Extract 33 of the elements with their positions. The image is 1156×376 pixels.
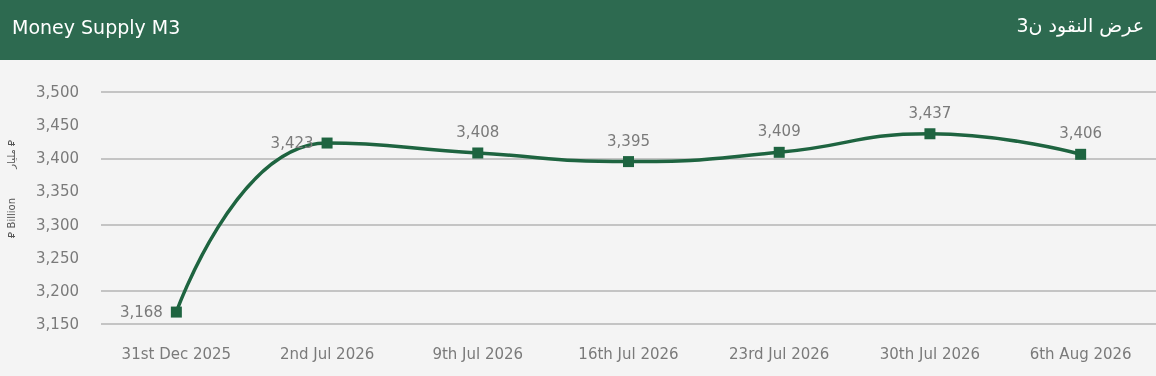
data-label: 3,437 [908, 103, 952, 122]
x-tick-label: 16th Jul 2026 [578, 344, 679, 363]
data-label: 3,423 [270, 134, 314, 153]
y-tick-label: 3,250 [36, 248, 79, 267]
y-axis-title: ⃁ Billion [5, 198, 17, 238]
y-tick-label: 3,350 [36, 182, 79, 201]
point [1075, 148, 1087, 160]
data-label: 3,168 [119, 303, 163, 322]
data-label: 3,406 [1059, 124, 1103, 143]
point [170, 306, 182, 318]
data-label: 3,409 [757, 122, 801, 141]
point [472, 147, 484, 159]
x-tick-label: 30th Jul 2026 [879, 344, 981, 363]
data-label: 3,395 [607, 131, 650, 150]
x-tick-label: 2nd Jul 2026 [279, 344, 375, 363]
x-tick-label: 31st Dec 2025 [121, 344, 232, 363]
point [773, 146, 785, 158]
data-label: 3,408 [456, 122, 500, 141]
point [623, 156, 634, 168]
chart-subtitle: عرض النقود ن3 [1016, 14, 1144, 36]
x-tick-label: 6th Aug 2026 [1029, 344, 1132, 363]
y-tick-label: 3,400 [36, 149, 79, 168]
chart-title: Money Supply M3 [12, 16, 181, 38]
x-tick-label: 23rd Jul 2026 [729, 344, 830, 363]
y-tick-label: 3,150 [36, 315, 79, 333]
y-tick-label: 3,300 [36, 215, 79, 234]
text: مليار ⃁ [5, 139, 17, 170]
y-tick-label: 3,450 [36, 116, 79, 135]
y-tick-label: 3,200 [36, 281, 79, 300]
point [321, 137, 333, 149]
x-tick-label: 9th Jul 2026 [432, 344, 524, 363]
y-tick-label: 3,500 [36, 83, 79, 101]
point [924, 128, 936, 140]
